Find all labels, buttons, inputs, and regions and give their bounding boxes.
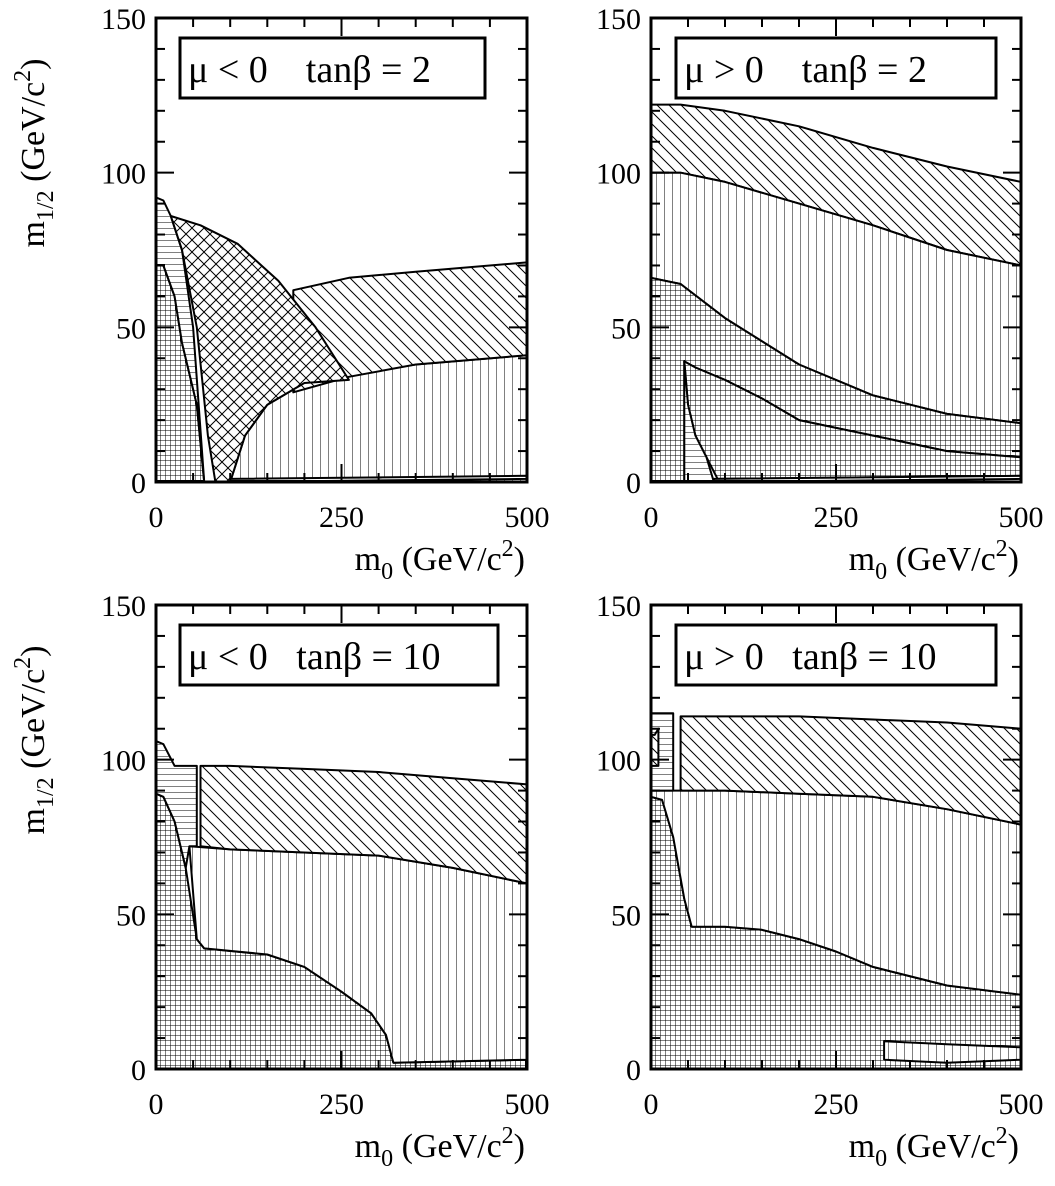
panel-label-box	[178, 623, 500, 687]
panel-2: 0 50 100 150 0 250 500 μ > 0 tanβ = 2 m0 (GeV/c2…	[596, 3, 1044, 585]
y-tick-label: 0	[131, 1054, 146, 1087]
y-tick-label: 0	[626, 1054, 641, 1087]
y-tick-label: 150	[596, 590, 641, 623]
y-tick-label: 50	[611, 899, 641, 932]
y-tick-label: 50	[611, 312, 641, 345]
y-tick-label: 50	[116, 899, 146, 932]
y-tick-label: 150	[596, 3, 641, 36]
panel-label: μ < 0 tanβ = 10	[188, 636, 441, 678]
panel-label-box	[674, 623, 998, 687]
panel-3: 0 50 100 150 0 250 500 μ < 0 tanβ = 10 m0 (GeV/c…	[10, 590, 550, 1172]
y-tick-label: 100	[101, 158, 146, 191]
x-tick-label: 500	[999, 1088, 1044, 1121]
excluded-region	[712, 474, 1021, 482]
panel-label-box	[178, 36, 487, 100]
panel-4: 0 50 100 150 0 250 500 μ > 0 tanβ = 10 m0 (GeV/c…	[596, 590, 1044, 1172]
excluded-region	[169, 215, 350, 482]
x-tick-label: 500	[505, 1088, 550, 1121]
x-tick-label: 250	[319, 1088, 364, 1121]
y-tick-label: 50	[116, 312, 146, 345]
excluded-region	[156, 740, 198, 869]
x-tick-label: 0	[149, 1088, 164, 1121]
y-tick-label: 0	[626, 467, 641, 500]
x-tick-label: 250	[814, 501, 859, 534]
x-tick-label: 0	[149, 501, 164, 534]
y-tick-label: 100	[101, 745, 146, 778]
panel-label: μ < 0 tanβ = 2	[188, 49, 431, 91]
x-tick-label: 250	[814, 1088, 859, 1121]
excluded-region	[679, 715, 1021, 826]
excluded-region	[199, 764, 527, 885]
excluded-region	[156, 196, 206, 482]
x-tick-label: 250	[319, 501, 364, 534]
y-axis-title: m1/2 (GeV/c2)	[10, 58, 59, 247]
y-tick-label: 150	[101, 3, 146, 36]
x-tick-label: 500	[999, 501, 1044, 534]
panel-label-box	[674, 36, 998, 100]
x-tick-label: 0	[644, 1088, 659, 1121]
x-tick-label: 500	[505, 501, 550, 534]
x-tick-label: 0	[644, 501, 659, 534]
x-axis-title: m0 (GeV/c2)	[849, 1123, 1019, 1172]
excluded-region	[651, 727, 660, 767]
y-axis-title: m1/2 (GeV/c2)	[10, 645, 59, 834]
x-axis-title: m0 (GeV/c2)	[355, 536, 525, 585]
y-tick-label: 100	[596, 745, 641, 778]
excluded-region	[683, 360, 715, 482]
panel-1: 0 50 100 150 0 250 500 μ < 0 tanβ = 2 m0 (GeV/c2…	[10, 3, 550, 585]
panel-label: μ > 0 tanβ = 2	[684, 49, 927, 91]
y-tick-label: 0	[131, 467, 146, 500]
x-axis-title: m0 (GeV/c2)	[355, 1123, 525, 1172]
y-tick-label: 100	[596, 158, 641, 191]
excluded-region	[292, 261, 527, 394]
panel-label: μ > 0 tanβ = 10	[684, 636, 937, 678]
x-axis-title: m0 (GeV/c2)	[849, 536, 1019, 585]
y-tick-label: 150	[101, 590, 146, 623]
